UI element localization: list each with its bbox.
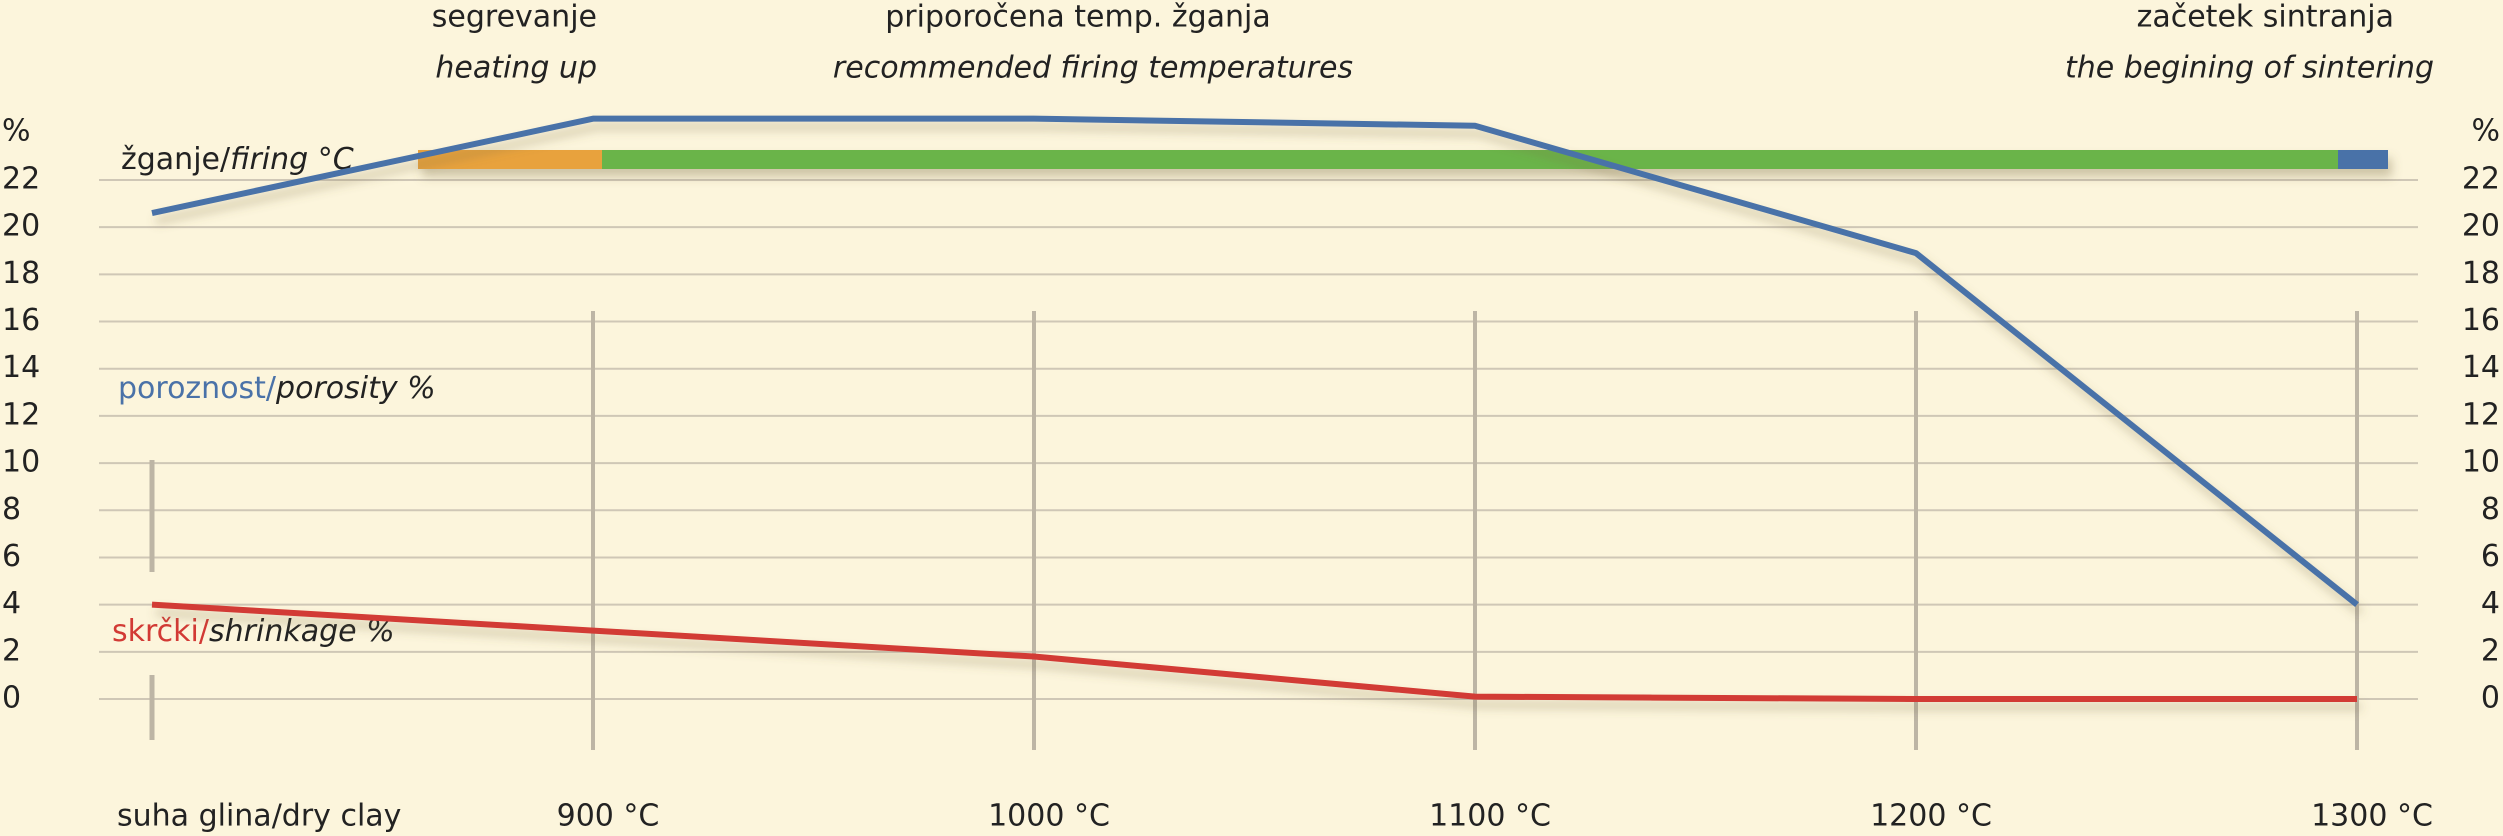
- x-tick-label: 900 °C: [557, 799, 660, 834]
- series-local: skrčki/: [112, 614, 210, 649]
- y2-tick-label: 16: [2462, 303, 2500, 338]
- x-tick-label: 1200 °C: [1870, 799, 1992, 834]
- series-line: [151, 601, 2357, 702]
- y2-tick-label: 18: [2462, 256, 2500, 291]
- firing-recommended: [602, 150, 2338, 169]
- x-tick-label: 1100 °C: [1429, 799, 1551, 834]
- firing-bar: [418, 150, 2388, 169]
- category-lines: [591, 311, 2359, 750]
- y2-axis-label: %: [2471, 114, 2500, 149]
- y-tick-label: 6: [2, 539, 21, 574]
- firing-english: firing °C: [230, 142, 354, 177]
- y-tick-label: 2: [2, 633, 21, 668]
- firing-label: žganje/firing °C: [121, 142, 354, 177]
- series-english: porosity %: [275, 371, 436, 406]
- y-tick-label: 22: [2, 162, 40, 197]
- firing-local: žganje/: [121, 142, 231, 177]
- y2-tick-label: 22: [2462, 162, 2500, 197]
- series-line: [151, 115, 2359, 607]
- y2-tick-label: 4: [2481, 586, 2500, 621]
- grid: [99, 179, 2418, 700]
- series-label: skrčki/shrinkage %: [112, 614, 395, 649]
- x-tick-label: suha glina/dry clay: [117, 799, 401, 834]
- x-tick-label: 1000 °C: [988, 799, 1110, 834]
- y-tick-label: 16: [2, 303, 40, 338]
- heading: začetek sintranja: [2137, 0, 2394, 35]
- y-tick-label: 12: [2, 397, 40, 432]
- series-local: poroznost/: [118, 371, 277, 406]
- y-axis-label: %: [2, 114, 31, 149]
- series-label: poroznost/porosity %: [118, 371, 436, 406]
- y2-tick-label: 8: [2481, 492, 2500, 527]
- y-tick-label: 10: [2, 445, 40, 480]
- heading-english: heating up: [435, 51, 597, 86]
- y-tick-label: 14: [2, 350, 40, 385]
- heading-english: the begining of sintering: [2065, 51, 2434, 86]
- x-tick-label: 1300 °C: [2311, 799, 2433, 834]
- firing-heating: [418, 150, 602, 169]
- heading: segrevanje: [432, 0, 597, 35]
- heading: priporočena temp. žganja: [885, 0, 1271, 35]
- y-tick-label: 20: [2, 209, 40, 244]
- y2-tick-label: 12: [2462, 397, 2500, 432]
- y2-tick-label: 14: [2462, 350, 2500, 385]
- y-tick-label: 4: [2, 586, 21, 621]
- y-tick-label: 0: [2, 681, 21, 716]
- heading-english: recommended firing temperatures: [833, 51, 1353, 86]
- y2-tick-label: 6: [2481, 539, 2500, 574]
- y2-tick-label: 2: [2481, 633, 2500, 668]
- firing-sintering: [2338, 150, 2388, 169]
- y2-tick-label: 0: [2481, 681, 2500, 716]
- y2-tick-label: 20: [2462, 209, 2500, 244]
- y2-tick-label: 10: [2462, 445, 2500, 480]
- y-tick-label: 8: [2, 492, 21, 527]
- y-tick-label: 18: [2, 256, 40, 291]
